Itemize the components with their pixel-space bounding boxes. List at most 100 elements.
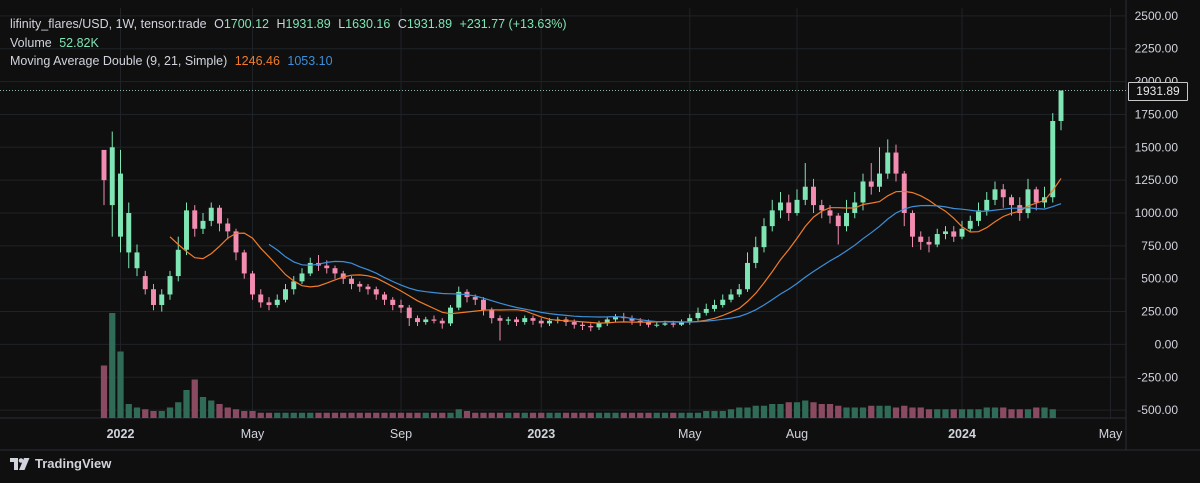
candle-body (646, 322, 651, 325)
candle-body (877, 173, 882, 187)
volume-bar (752, 405, 759, 418)
candle (992, 181, 998, 206)
candle (802, 163, 808, 206)
candle (208, 202, 214, 227)
volume-bar (1033, 407, 1040, 418)
candle (745, 252, 750, 292)
volume-bar (298, 412, 306, 418)
volume-bar (224, 407, 231, 418)
volume-bar (274, 412, 281, 418)
legend-volume: Volume 52.82K (10, 35, 103, 52)
ma-label[interactable]: Moving Average Double (9, 21, Simple) (10, 54, 228, 68)
candle (1042, 186, 1047, 208)
candle-body (481, 299, 486, 311)
volume-bar (760, 405, 768, 418)
candle-body (580, 324, 585, 327)
volume-bar (183, 390, 190, 418)
candle-body (398, 304, 404, 308)
volume-label[interactable]: Volume (10, 36, 52, 50)
candle (241, 249, 247, 279)
candle-body (134, 252, 140, 269)
candle-body (613, 316, 618, 320)
candle-body (283, 289, 288, 300)
volume-bar (876, 405, 883, 418)
volume-bar (942, 409, 949, 418)
volume-bar (925, 409, 933, 418)
ma-slow-line (268, 203, 1062, 323)
high-label: H (276, 17, 286, 31)
candle-body (992, 189, 998, 200)
volume-bar (447, 412, 454, 418)
candle (778, 191, 783, 219)
volume-bar (381, 412, 388, 418)
time-tick-label: May (241, 427, 265, 441)
volume-bar (595, 412, 603, 418)
candle-body (786, 202, 792, 213)
volume-bar (571, 412, 578, 418)
candle (901, 170, 907, 227)
volume-bar (100, 365, 108, 418)
candle-body (679, 322, 684, 325)
candle-body (1017, 205, 1023, 213)
candle-body (662, 323, 668, 325)
candle (819, 199, 825, 219)
candle (959, 220, 965, 240)
volume-bar (175, 402, 182, 418)
candle (167, 270, 173, 300)
candle (283, 283, 288, 303)
candle (654, 322, 660, 328)
candle (761, 218, 767, 253)
candle (893, 144, 899, 182)
volume-value: 52.82K (59, 36, 99, 50)
legend-symbol[interactable]: lifinity_flares/USD, 1W, tensor.trade (10, 17, 207, 31)
candle-body (266, 302, 272, 305)
candle (1050, 113, 1056, 203)
tradingview-logo[interactable]: TradingView (10, 456, 111, 471)
candle-body (456, 291, 462, 308)
legend-moving-average: Moving Average Double (9, 21, Simple) 12… (10, 53, 337, 70)
candle (629, 315, 635, 325)
volume-bar (521, 412, 528, 418)
candle (159, 289, 165, 312)
volume-bar (109, 313, 116, 418)
candle (299, 268, 305, 284)
volume-bar (208, 400, 215, 418)
candle (291, 276, 297, 295)
candle-body (1050, 121, 1056, 198)
volume-bar (356, 412, 363, 418)
candle (984, 191, 990, 216)
candle (1017, 197, 1023, 221)
volume-bar (818, 404, 825, 418)
candle-body (423, 319, 429, 323)
volume-bar (150, 411, 157, 418)
candle-body (811, 186, 816, 206)
candle-body (695, 312, 701, 319)
candle (522, 315, 528, 325)
candle (1058, 90, 1064, 131)
candle (258, 289, 264, 308)
volume-bar (554, 412, 561, 418)
candle (910, 210, 915, 248)
candle (753, 236, 759, 269)
candle-body (604, 319, 610, 324)
candle (497, 315, 503, 341)
candle-body (629, 318, 635, 321)
candle (126, 202, 132, 269)
candle-body (959, 228, 965, 237)
candle-body (324, 265, 330, 269)
candle (1025, 178, 1031, 219)
time-tick-label: May (1099, 427, 1123, 441)
candle (720, 294, 726, 308)
volume-bar (744, 407, 751, 418)
low-label: L (338, 17, 346, 31)
candle (877, 147, 882, 192)
candle (695, 307, 701, 321)
candle (390, 297, 396, 311)
candle-body (844, 213, 849, 227)
candle-body (943, 231, 948, 235)
volume-bar (785, 402, 792, 418)
candle (844, 199, 849, 232)
candle-body (654, 324, 660, 326)
